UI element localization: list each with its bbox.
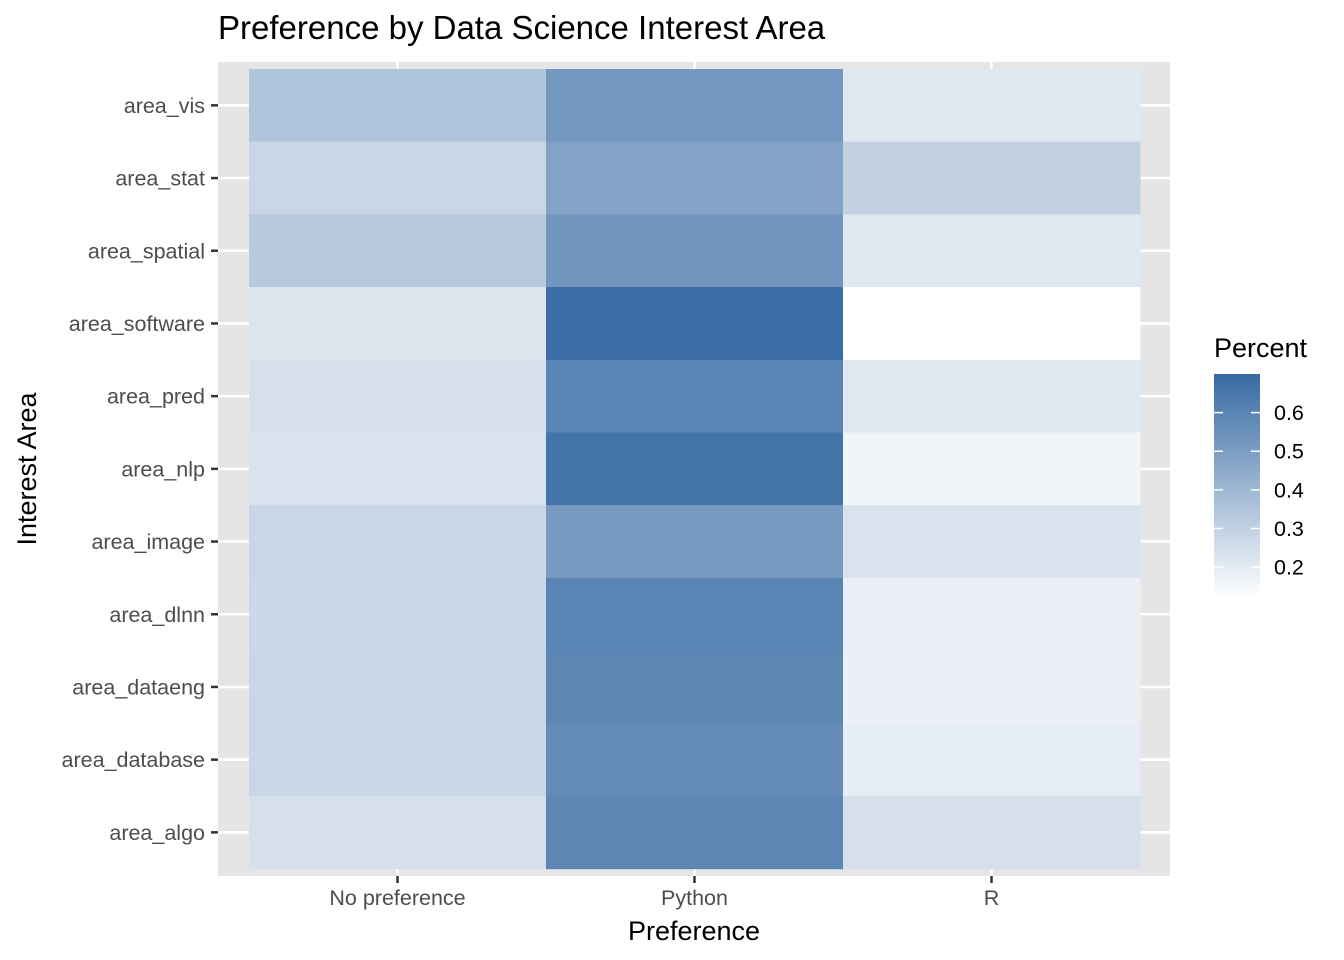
heatmap-cell xyxy=(843,505,1141,579)
heatmap-cell xyxy=(249,505,547,579)
heatmap-cell xyxy=(546,214,844,288)
heatmap-cell xyxy=(843,432,1141,506)
legend-tick-label: 0.6 xyxy=(1274,401,1304,425)
x-axis: No preference Python R xyxy=(329,876,999,910)
heatmap-cell xyxy=(546,796,844,870)
heatmap-cell xyxy=(249,796,547,870)
heatmap-cell xyxy=(249,359,547,433)
heatmap-cell xyxy=(546,287,844,361)
heatmap-cell xyxy=(843,359,1141,433)
heatmap-cell xyxy=(249,650,547,724)
heatmap-cell xyxy=(843,214,1141,288)
y-axis: area_vis area_stat area_spatial area_softwa… xyxy=(62,94,218,845)
x-tick-label: Python xyxy=(661,886,728,910)
heatmap-cell xyxy=(843,577,1141,652)
x-axis-title: Preference xyxy=(628,916,760,946)
heatmap-cell xyxy=(843,141,1141,215)
y-tick-label: area_algo xyxy=(109,821,205,845)
heatmap-cell xyxy=(843,650,1141,724)
legend-tick-label: 0.4 xyxy=(1274,478,1304,502)
y-tick-label: area_image xyxy=(91,530,205,554)
y-tick-label: area_database xyxy=(62,748,205,772)
heatmap-cell xyxy=(843,69,1141,143)
legend-tick-label: 0.5 xyxy=(1274,440,1304,464)
y-tick-label: area_nlp xyxy=(121,457,205,481)
y-tick-label: area_spatial xyxy=(88,239,205,263)
y-axis-title: Interest Area xyxy=(12,391,42,545)
x-tick-label: No preference xyxy=(329,886,465,910)
heatmap-cell xyxy=(249,432,547,506)
y-tick-label: area_dataeng xyxy=(72,675,205,699)
y-tick-label: area_stat xyxy=(115,167,205,191)
heatmap-cell xyxy=(843,796,1141,870)
heatmap-cell xyxy=(843,723,1141,797)
x-tick-label: R xyxy=(984,886,1000,910)
legend-color-bar xyxy=(1214,374,1260,598)
legend-tick-label: 0.3 xyxy=(1274,517,1304,541)
legend-ticks: 0.2 0.3 0.4 0.5 0.6 xyxy=(1214,401,1304,580)
legend-tick-label: 0.2 xyxy=(1274,556,1304,580)
heatmap-cell xyxy=(546,141,844,215)
y-tick-label: area_dlnn xyxy=(109,603,205,627)
heatmap-cell xyxy=(546,432,844,506)
heatmap-cell xyxy=(249,214,547,288)
heatmap-cells xyxy=(249,69,1141,870)
heatmap-cell xyxy=(249,69,547,143)
heatmap-cell xyxy=(249,723,547,797)
heatmap-cell xyxy=(546,359,844,433)
heatmap-cell xyxy=(249,577,547,652)
heatmap-cell xyxy=(546,69,844,143)
y-tick-label: area_pred xyxy=(107,385,205,409)
y-tick-label: area_vis xyxy=(124,94,205,118)
legend-title: Percent xyxy=(1214,333,1308,363)
heatmap-cell xyxy=(249,141,547,215)
heatmap-cell xyxy=(843,287,1141,361)
legend: Percent 0.2 0.3 0.4 0.5 0.6 xyxy=(1214,333,1308,598)
heatmap-cell xyxy=(249,287,547,361)
heatmap-cell xyxy=(546,577,844,652)
heatmap-cell xyxy=(546,723,844,797)
chart-title: Preference by Data Science Interest Area xyxy=(218,9,826,46)
heatmap-cell xyxy=(546,505,844,579)
heatmap-cell xyxy=(546,650,844,724)
y-tick-label: area_software xyxy=(69,312,205,336)
